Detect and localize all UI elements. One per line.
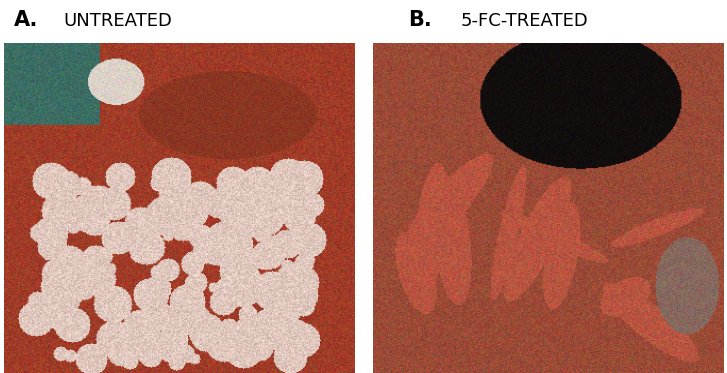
Text: B.: B. — [408, 10, 431, 30]
Text: A.: A. — [14, 10, 39, 30]
Text: UNTREATED: UNTREATED — [63, 12, 172, 30]
Text: 5-FC-TREATED: 5-FC-TREATED — [460, 12, 588, 30]
